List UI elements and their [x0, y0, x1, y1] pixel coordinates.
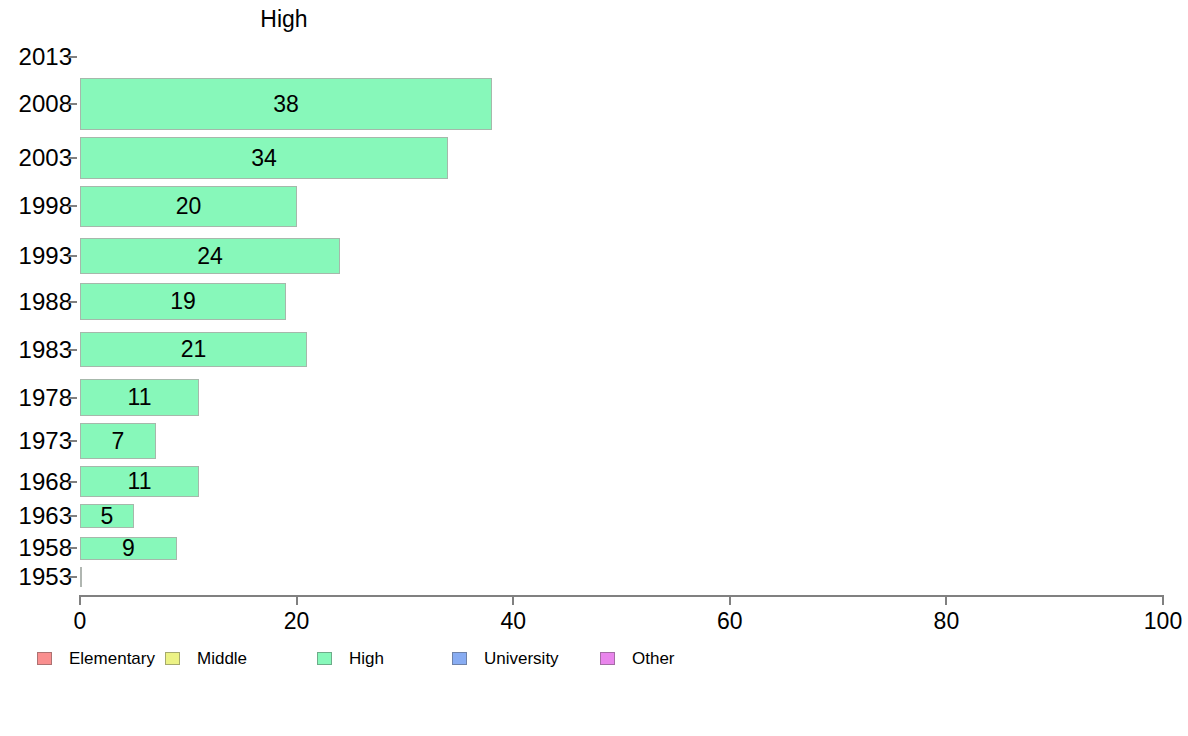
bar: 7	[80, 423, 156, 459]
chart-title: High	[214, 6, 354, 33]
legend-swatch	[37, 652, 52, 665]
x-axis-tick	[296, 595, 298, 605]
y-axis-label: 1958	[8, 536, 72, 560]
y-axis-label: 1963	[8, 504, 72, 528]
x-axis-tick-label: 0	[40, 610, 120, 633]
x-axis-tick-label: 100	[1123, 610, 1188, 633]
legend-swatch	[600, 652, 615, 665]
bar-value-label: 24	[197, 245, 223, 268]
bar-value-label: 38	[273, 93, 299, 116]
y-axis-label: 2013	[8, 45, 72, 69]
y-axis-tick	[68, 255, 77, 257]
bar: 9	[80, 537, 177, 560]
y-axis-tick	[68, 103, 77, 105]
legend-swatch	[165, 652, 180, 665]
y-axis-tick	[68, 301, 77, 303]
y-axis-tick	[68, 576, 77, 578]
bar: 19	[80, 283, 286, 320]
bar-value-label: 21	[181, 338, 207, 361]
x-axis-tick-label: 20	[257, 610, 337, 633]
bar-value-label: 11	[128, 470, 152, 493]
y-axis-label: 1993	[8, 244, 72, 268]
y-axis-tick	[68, 56, 77, 58]
bar: 11	[80, 466, 199, 497]
bar: 20	[80, 186, 297, 227]
y-axis-label: 1983	[8, 338, 72, 362]
x-axis-tick	[1162, 595, 1164, 605]
y-axis-label: 2003	[8, 146, 72, 170]
y-axis-label: 1953	[8, 565, 72, 589]
y-axis-tick	[68, 440, 77, 442]
y-axis-label: 1998	[8, 194, 72, 218]
legend-label: University	[484, 650, 559, 667]
legend-item-elementary: Elementary	[37, 650, 155, 667]
x-axis-tick	[729, 595, 731, 605]
bar-value-label: 11	[128, 386, 152, 409]
bar-value-label: 20	[176, 195, 202, 218]
legend-item-high: High	[317, 650, 384, 667]
bar-chart: High 2013 2008 38 2003 34 1998 20 1993 24 1988 19 1…	[0, 0, 1188, 736]
x-axis-tick-label: 60	[690, 610, 770, 633]
legend-label: Other	[632, 650, 675, 667]
y-axis-label: 2008	[8, 92, 72, 116]
x-axis-tick	[945, 595, 947, 605]
x-axis-tick-label: 80	[906, 610, 986, 633]
y-axis-tick	[68, 205, 77, 207]
y-axis-tick	[68, 481, 77, 483]
bar-value-label: 7	[112, 430, 125, 453]
legend-label: High	[349, 650, 384, 667]
x-axis-line	[79, 595, 1164, 597]
bar-zero-width	[80, 567, 82, 587]
bar-value-label: 34	[251, 147, 277, 170]
legend-item-university: University	[452, 650, 559, 667]
y-axis-label: 1978	[8, 386, 72, 410]
legend-label: Elementary	[69, 650, 155, 667]
bar-value-label: 9	[122, 537, 135, 560]
legend-label: Middle	[197, 650, 247, 667]
x-axis-tick-label: 40	[473, 610, 553, 633]
bar: 24	[80, 238, 340, 274]
bar: 5	[80, 504, 134, 528]
y-axis-label: 1968	[8, 470, 72, 494]
bar: 38	[80, 78, 492, 130]
bar: 11	[80, 379, 199, 416]
y-axis-tick	[68, 547, 77, 549]
x-axis-tick	[512, 595, 514, 605]
y-axis-tick	[68, 397, 77, 399]
legend-item-middle: Middle	[165, 650, 247, 667]
legend-swatch	[317, 652, 332, 665]
bar: 21	[80, 332, 307, 367]
y-axis-tick	[68, 157, 77, 159]
bar-value-label: 19	[170, 290, 196, 313]
legend-item-other: Other	[600, 650, 675, 667]
bar: 34	[80, 137, 448, 179]
y-axis-label: 1988	[8, 290, 72, 314]
bar-value-label: 5	[101, 505, 114, 528]
legend-swatch	[452, 652, 467, 665]
x-axis-tick	[79, 595, 81, 605]
y-axis-label: 1973	[8, 429, 72, 453]
y-axis-tick	[68, 349, 77, 351]
y-axis-tick	[68, 515, 77, 517]
